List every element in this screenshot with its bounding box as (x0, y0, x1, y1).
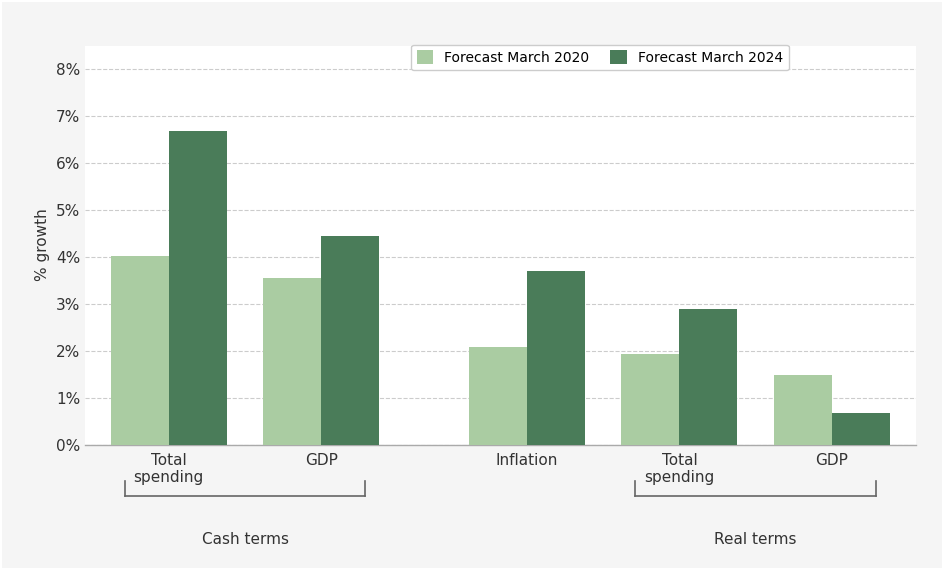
Text: Real terms: Real terms (715, 532, 797, 547)
Text: Cash terms: Cash terms (201, 532, 289, 547)
Bar (263, 278, 321, 445)
Bar (527, 271, 585, 445)
Bar (321, 236, 379, 445)
Bar (774, 375, 832, 445)
Y-axis label: % growth: % growth (35, 209, 50, 282)
Bar (110, 256, 169, 445)
Bar (621, 354, 680, 445)
Bar (832, 413, 890, 445)
Bar (469, 347, 527, 445)
Bar (169, 131, 227, 445)
Bar (680, 310, 737, 445)
Legend: Forecast March 2020, Forecast March 2024: Forecast March 2020, Forecast March 2024 (412, 44, 789, 71)
